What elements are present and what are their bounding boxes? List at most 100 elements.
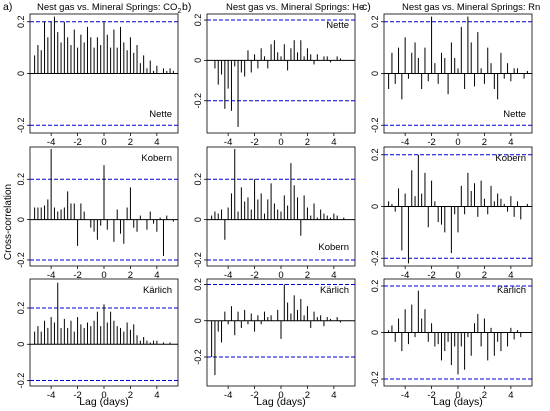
y-tick-label: -0.2 [193, 252, 203, 268]
x-tick-label: 4 [508, 390, 513, 401]
x-tick-label: 4 [154, 270, 159, 281]
x-tick-label: -2 [73, 390, 81, 401]
x-tick-label: 2 [482, 390, 487, 401]
y-tick-label: 0.2 [370, 149, 380, 162]
y-tick-label: 0 [193, 318, 203, 323]
column-title-main: Nest gas vs. Mineral Springs: He [226, 2, 364, 13]
x-tick-label: -4 [47, 270, 55, 281]
y-tick-label: 0.2 [370, 280, 380, 293]
x-tick-label: 0 [101, 390, 106, 401]
x-tick-label: -2 [427, 390, 435, 401]
x-tick-label: -4 [401, 270, 409, 281]
y-tick-label: 0.2 [193, 278, 203, 291]
y-tick-label: 0.2 [193, 14, 203, 27]
x-tick-label: -4 [47, 390, 55, 401]
column-title-1: Nest gas vs. Mineral Springs: He [226, 2, 364, 13]
panel-kaerlich-1: -0.2 0 0.2 -4 -2 0 2 4 Kärlich [193, 278, 356, 401]
panel-label: Kobern [318, 242, 349, 253]
x-tick-label: 0 [101, 137, 106, 148]
x-tick-label: 2 [128, 270, 133, 281]
x-tick-label: 2 [128, 137, 133, 148]
plot-frame [206, 13, 356, 134]
column-title-main: Nest gas vs. Mineral Springs: Rn [402, 2, 540, 13]
x-tick-label: 2 [128, 390, 133, 401]
x-tick-label: -2 [427, 137, 435, 148]
x-tick-label: -2 [250, 137, 258, 148]
y-tick-label: 0 [16, 342, 26, 347]
y-tick-label: 0.2 [193, 173, 203, 186]
panel-nette-2: -0.2 0 0.2 -4 -2 0 2 4 Nette [370, 13, 533, 148]
x-tick-label: -4 [224, 270, 232, 281]
y-tick-label: 0 [193, 58, 203, 63]
y-tick-label: -0.2 [193, 349, 203, 365]
x-tick-label: 4 [508, 270, 513, 281]
y-tick-label: -0.2 [16, 117, 26, 133]
x-tick-label: 4 [331, 390, 336, 401]
panel-kobern-2: -0.2 0 0.2 -4 -2 0 2 4 Kobern [370, 146, 533, 281]
column-headers: a) Nest gas vs. Mineral Springs: CO2 b) Nes… [3, 1, 540, 15]
panel-label: Nette [149, 109, 172, 120]
x-tick-label: 2 [305, 390, 310, 401]
panel-label: Nette [503, 109, 526, 120]
panel-kobern-1: -0.2 0 0.2 -4 -2 0 2 4 Kobern [193, 146, 356, 281]
panels: -0.2 0 0.2 -4 -2 0 2 4 Nette -0.2 0 0.2 -4 -2 0 2 4 Kober… [16, 13, 533, 401]
y-tick-label: 0 [16, 217, 26, 222]
x-tick-label: -2 [250, 390, 258, 401]
x-tick-label: -4 [401, 137, 409, 148]
y-tick-label: 0 [370, 330, 380, 335]
x-tick-label: 2 [305, 270, 310, 281]
shared-y-axis-label: Cross-correlation [3, 184, 14, 260]
x-tick-label: 4 [331, 270, 336, 281]
panel-letter-1: b) [182, 1, 191, 13]
x-tick-label: 0 [278, 390, 283, 401]
y-tick-label: -0.2 [193, 93, 203, 109]
x-tick-label: 0 [455, 270, 460, 281]
x-tick-label: 4 [154, 137, 159, 148]
x-tick-label: 0 [101, 270, 106, 281]
column-title-main: Nest gas vs. Mineral Springs: CO [37, 2, 177, 13]
x-tick-label: -4 [224, 137, 232, 148]
x-tick-label: -2 [73, 270, 81, 281]
y-tick-label: 0 [370, 204, 380, 209]
y-tick-label: -0.2 [370, 250, 380, 266]
y-tick-label: 0 [16, 71, 26, 76]
panel-label: Kärlich [143, 285, 172, 296]
x-tick-label: -4 [47, 137, 55, 148]
x-axis-label-a: Lag (days) [79, 396, 129, 408]
x-tick-label: -4 [224, 390, 232, 401]
x-tick-label: -2 [427, 270, 435, 281]
x-tick-label: 0 [278, 270, 283, 281]
x-tick-label: 4 [154, 390, 159, 401]
x-tick-label: 0 [455, 390, 460, 401]
y-tick-label: -0.2 [16, 373, 26, 389]
panel-label: Nette [326, 20, 349, 31]
panel-letter-2: c) [362, 1, 371, 13]
y-tick-label: 0 [370, 71, 380, 76]
y-tick-label: -0.2 [370, 117, 380, 133]
y-tick-label: -0.2 [370, 371, 380, 387]
y-tick-label: -0.2 [16, 252, 26, 268]
y-tick-label: 0.2 [370, 16, 380, 29]
y-tick-label: 0.2 [16, 173, 26, 186]
x-tick-label: -4 [401, 390, 409, 401]
x-tick-label: 2 [482, 270, 487, 281]
x-tick-label: 0 [455, 137, 460, 148]
x-tick-label: 2 [305, 137, 310, 148]
x-tick-label: 4 [508, 137, 513, 148]
panel-kaerlich-2: -0.2 0 0.2 -4 -2 0 2 4 Kärlich [370, 278, 533, 401]
x-tick-label: -2 [250, 270, 258, 281]
column-title-subscript: 2 [177, 8, 181, 15]
y-tick-label: 0.2 [16, 16, 26, 29]
column-title-2: Nest gas vs. Mineral Springs: Rn [402, 2, 540, 13]
panel-nette-1: -0.2 0 0.2 -4 -2 0 2 4 Nette [193, 13, 356, 148]
y-tick-label: 0 [193, 217, 203, 222]
x-tick-label: 2 [482, 137, 487, 148]
panel-label: Kärlich [497, 285, 526, 296]
x-axis-label-c: Lag (days) [433, 396, 483, 408]
panel-kaerlich-0: -0.2 0 0.2 -4 -2 0 2 4 Kärlich [16, 278, 179, 401]
panel-label: Kärlich [320, 285, 349, 296]
x-tick-label: -2 [73, 137, 81, 148]
x-tick-label: 0 [278, 137, 283, 148]
panel-label: Kobern [141, 153, 172, 164]
